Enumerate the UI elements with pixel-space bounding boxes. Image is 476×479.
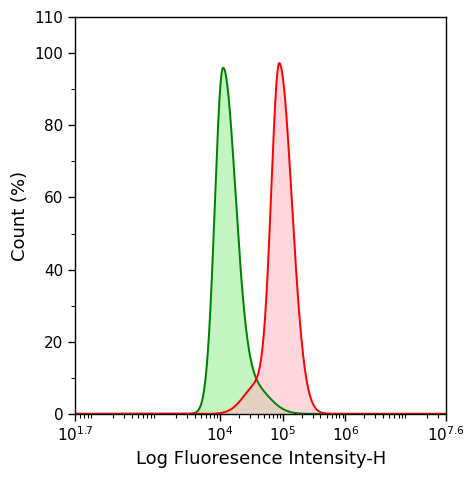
Y-axis label: Count (%): Count (%)	[11, 171, 29, 261]
X-axis label: Log Fluoresence Intensity-H: Log Fluoresence Intensity-H	[136, 450, 386, 468]
